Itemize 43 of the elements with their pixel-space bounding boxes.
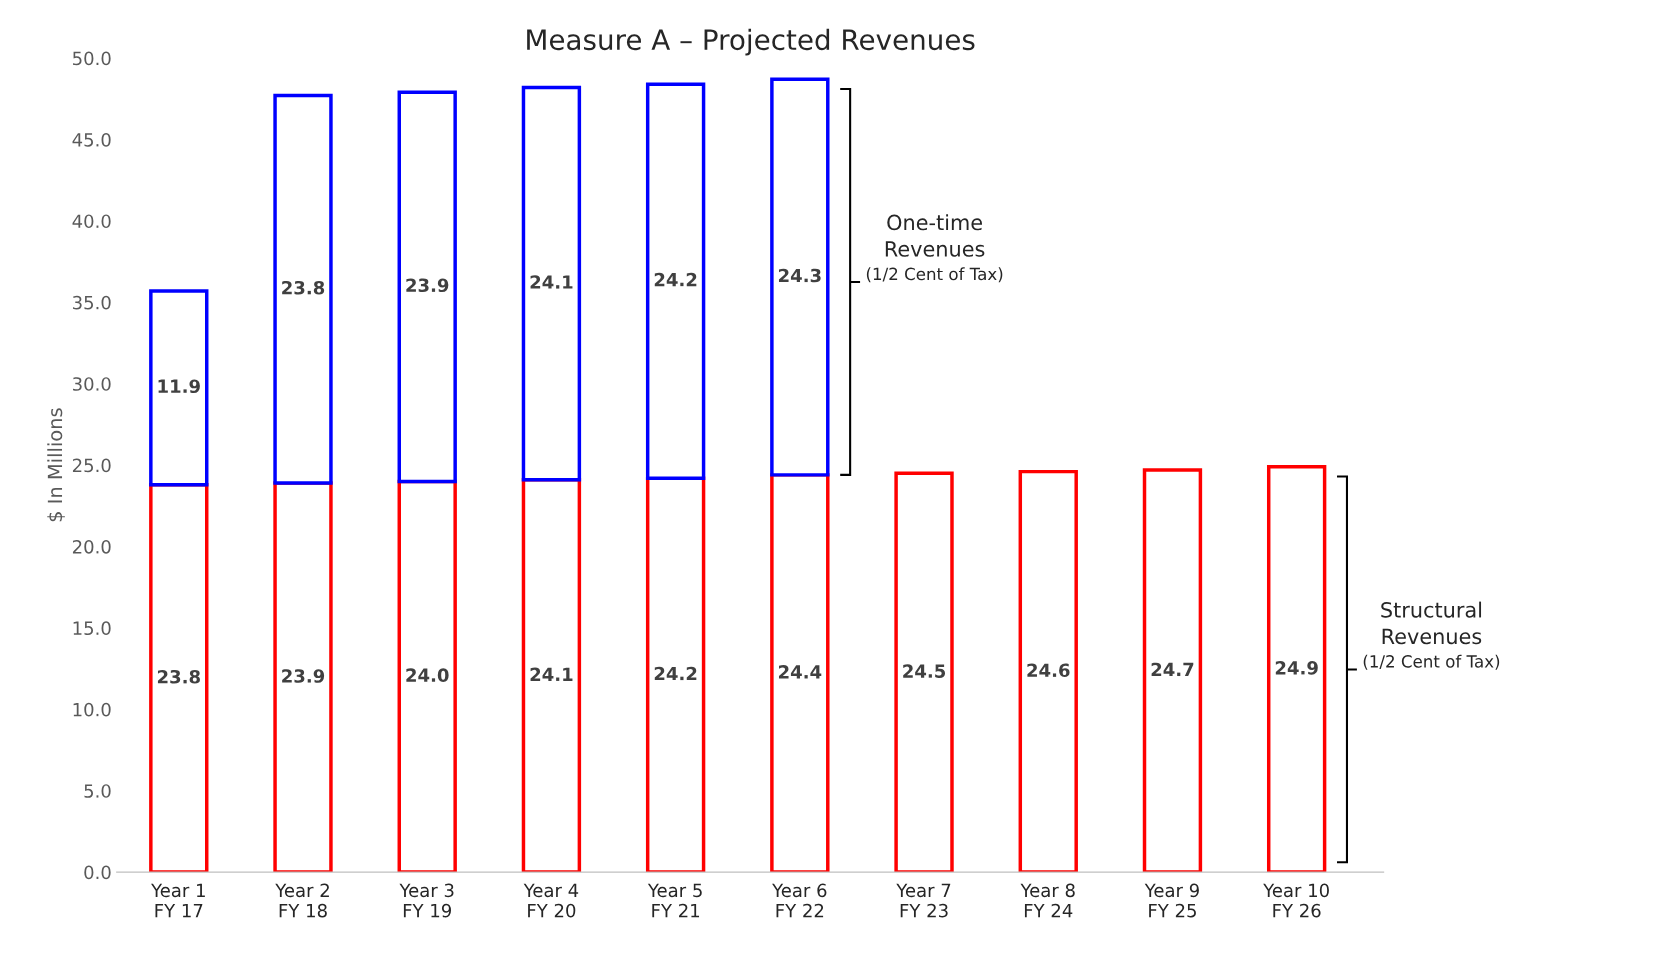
x-tick-label: Year 3 FY 19 [399,883,454,918]
data-label: 23.8 [157,669,200,684]
data-label: 23.9 [406,278,449,293]
data-label: 23.9 [282,669,325,683]
x-tick-label: Year 1 FY 17 [151,883,205,918]
x-tick-label: Year 10 FY 26 [1263,883,1329,918]
data-label: 24.6 [1027,663,1070,678]
data-label: 24.4 [778,665,822,679]
y-tick-label: 50.0 [73,51,111,66]
x-tick-label: Year 6 FY 22 [772,883,827,918]
y-tick-label: 25.0 [72,458,111,473]
data-label: 24.9 [1275,661,1318,675]
chart-title: Measure A – Projected Revenues [527,28,975,56]
x-tick-label: Year 5 FY 21 [647,883,702,918]
data-label: 24.3 [778,268,821,283]
data-label: 24.1 [530,275,573,289]
y-tick-label: 20.0 [72,539,111,554]
x-tick-label: Year 8 FY 24 [1020,883,1075,918]
annotation: Structural Revenues [1381,601,1482,645]
annotation: (1/2 Cent of Tax) [866,267,1003,283]
data-label: 24.1 [530,667,573,681]
y-axis-title: $ In Millions [47,408,65,522]
y-tick-label: 0.0 [84,865,111,880]
data-label: 24.2 [654,272,697,287]
y-tick-label: 30.0 [73,377,111,391]
y-tick-label: 45.0 [72,133,111,147]
data-label: 24.7 [1151,662,1194,677]
data-label: 24.2 [654,666,697,681]
x-tick-label: Year 9 FY 25 [1144,883,1199,918]
y-tick-label: 40.0 [72,214,111,229]
data-label: 11.9 [158,379,200,394]
data-label: 23.8 [282,280,325,295]
x-tick-label: Year 2 FY 18 [275,883,329,918]
data-label: 24.5 [903,664,946,678]
y-tick-label: 15.0 [73,621,111,636]
x-tick-label: Year 4 FY 20 [523,883,579,918]
y-tick-label: 5.0 [84,784,111,798]
data-label: 24.0 [406,668,449,682]
x-tick-label: Year 7 FY 23 [896,883,951,918]
y-tick-label: 35.0 [73,295,111,310]
annotation: One-time Revenues [885,214,985,257]
annotation: (1/2 Cent of Tax) [1363,654,1500,670]
y-tick-label: 10.0 [73,702,111,717]
